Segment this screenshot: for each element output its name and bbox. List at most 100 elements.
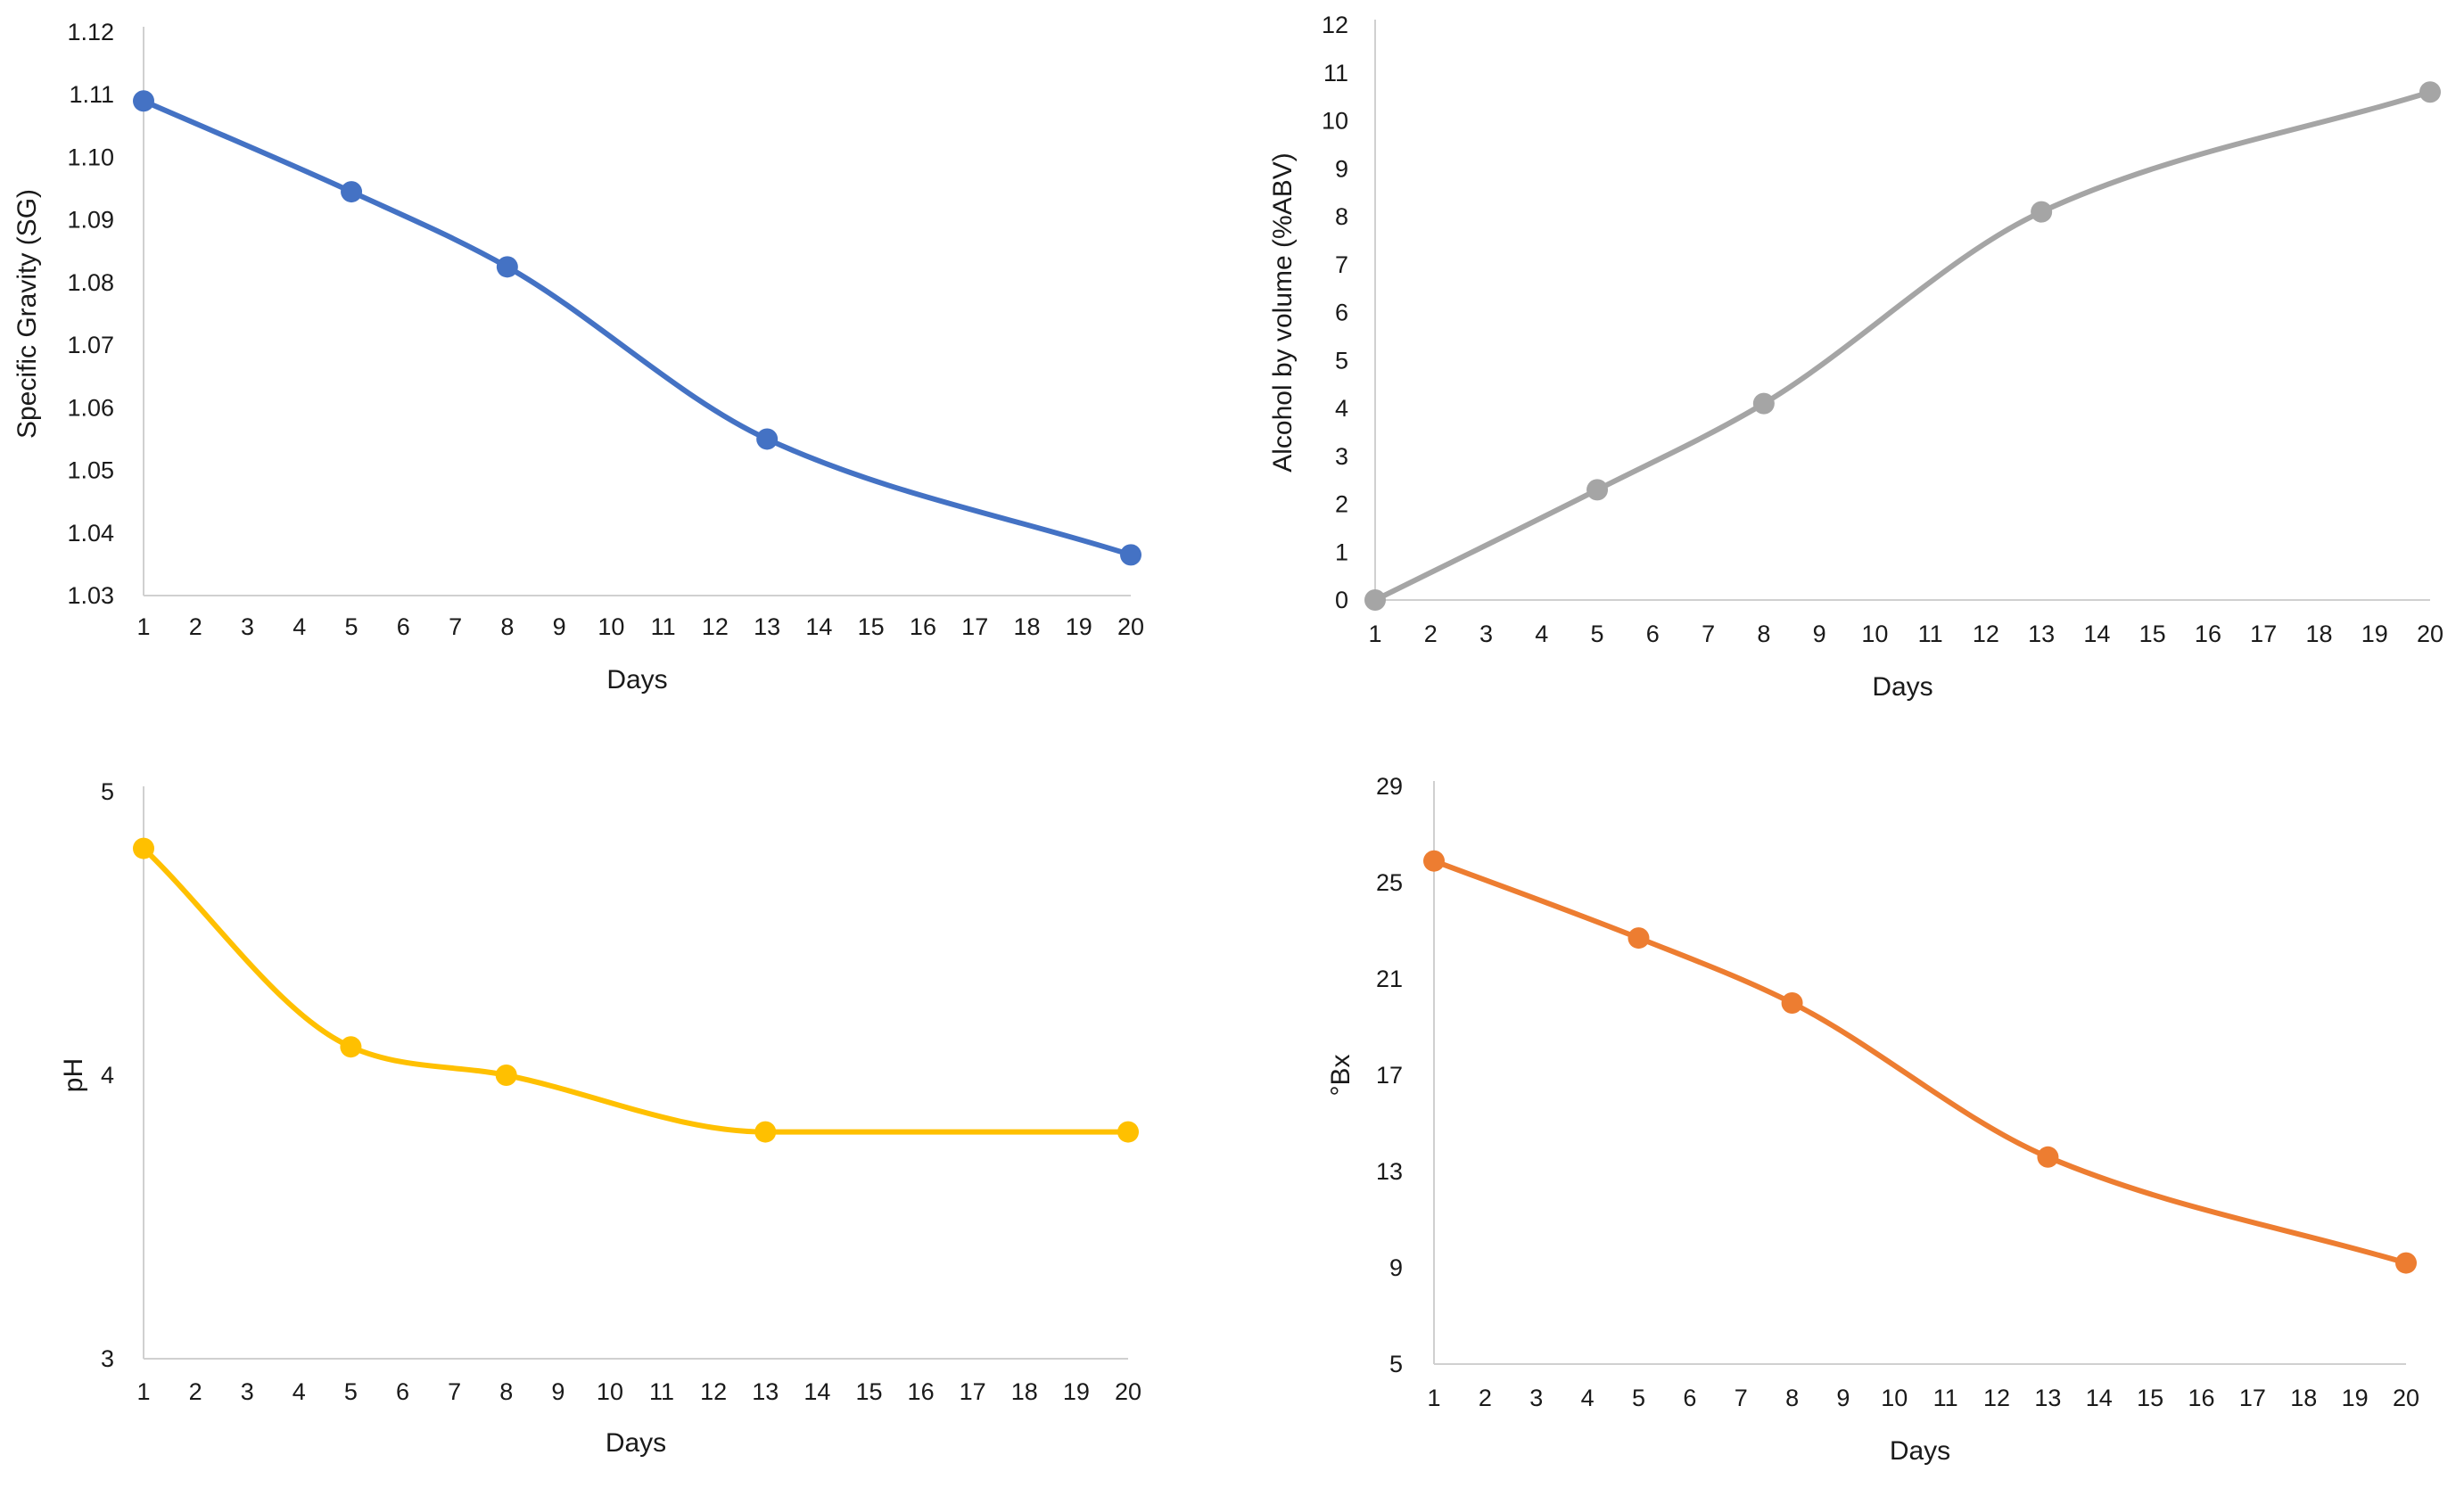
brix-x-tick-label: 7 [1735,1385,1748,1411]
ph-data-point-day-8 [495,1065,517,1086]
ph-x-tick-label: 7 [448,1378,461,1405]
ph-x-tick-label: 6 [396,1378,409,1405]
abv-y-tick-label: 3 [1335,443,1348,470]
abv-y-tick-label: 8 [1335,203,1348,230]
brix-y-tick-label: 13 [1376,1158,1403,1185]
sg-y-tick-label: 1.06 [67,394,114,421]
abv-x-tick-label: 5 [1591,621,1604,647]
sg-y-tick-label: 1.08 [67,269,114,296]
abv-y-tick-label: 4 [1335,395,1348,422]
abv-x-tick-label: 13 [2028,621,2055,647]
ph-x-tick-label: 1 [136,1378,150,1405]
sg-x-tick-label: 3 [241,613,254,640]
sg-y-tick-label: 1.09 [67,207,114,234]
sg-y-tick-label: 1.10 [67,144,114,170]
brix-y-axis-title: °Bx [1326,1054,1356,1096]
sg-x-tick-label: 8 [500,613,514,640]
brix-y-tick-label: 9 [1389,1254,1403,1281]
sg-x-tick-label: 14 [805,613,832,640]
brix-x-tick-label: 14 [2086,1385,2113,1411]
sg-x-tick-label: 13 [754,613,780,640]
sg-y-tick-label: 1.07 [67,332,114,358]
abv-y-tick-label: 12 [1322,12,1348,38]
sg-y-axis-title: Specific Gravity (SG) [12,189,42,439]
chart-sg: 1.03 1.04 1.05 1.06 1.07 1.08 1.09 1.10 1.11 1.12… [12,19,1144,695]
abv-y-tick-label: 2 [1335,491,1348,518]
brix-x-tick-label: 6 [1683,1385,1696,1411]
ph-x-tick-label: 14 [803,1378,830,1405]
sg-x-axis-title: Days [606,665,667,695]
sg-data-point-day-20 [1120,544,1141,566]
sg-x-tick-label: 5 [345,613,358,640]
brix-x-tick-label: 20 [2393,1385,2419,1411]
sg-x-tick-label: 7 [449,613,462,640]
abv-x-axis-title: Days [1872,672,1932,702]
sg-x-tick-label: 10 [597,613,624,640]
abv-y-tick-label: 11 [1323,60,1348,86]
abv-x-tick-label: 9 [1813,621,1826,647]
abv-x-tick-label: 11 [1918,621,1943,647]
sg-x-tick-label: 20 [1117,613,1144,640]
abv-x-tick-label: 3 [1479,621,1493,647]
brix-y-tick-label: 17 [1376,1062,1403,1089]
brix-x-tick-label: 11 [1933,1385,1958,1411]
abv-x-tick-label: 12 [1973,621,1999,647]
sg-y-tick-label: 1.05 [67,457,114,484]
abv-x-tick-label: 2 [1424,621,1438,647]
brix-data-point-day-1 [1423,850,1445,872]
sg-y-tick-label: 1.12 [67,19,114,45]
sg-x-tick-label: 16 [910,613,936,640]
abv-y-tick-label: 5 [1335,347,1348,374]
abv-y-tick-label: 7 [1335,251,1348,278]
brix-x-tick-label: 3 [1529,1385,1543,1411]
brix-series-line [1431,858,2409,1266]
sg-x-tick-label: 9 [553,613,566,640]
ph-x-tick-label: 16 [908,1378,935,1405]
ph-x-tick-label: 13 [752,1378,779,1405]
abv-y-tick-label: 10 [1322,108,1348,135]
abv-y-tick-label: 9 [1335,155,1348,182]
abv-data-point-day-20 [2419,81,2441,103]
abv-y-tick-label: 6 [1335,300,1348,326]
abv-data-point-day-5 [1586,479,1609,501]
abv-x-tick-label: 18 [2305,621,2332,647]
brix-data-point-day-13 [2037,1146,2059,1168]
abv-x-tick-label: 4 [1535,621,1548,647]
ph-data-point-day-20 [1117,1121,1139,1143]
sg-x-tick-label: 17 [961,613,988,640]
brix-x-tick-label: 16 [2188,1385,2215,1411]
ph-y-tick-label: 3 [101,1345,114,1372]
sg-x-tick-label: 19 [1066,613,1092,640]
sg-data-point-day-13 [756,428,779,450]
abv-x-tick-label: 7 [1702,621,1715,647]
brix-y-tick-label: 5 [1389,1351,1403,1377]
abv-data-point-day-1 [1364,589,1386,611]
brix-x-tick-label: 18 [2290,1385,2317,1411]
ph-x-tick-label: 10 [597,1378,623,1405]
ph-x-tick-label: 17 [960,1378,986,1405]
abv-x-tick-label: 17 [2250,621,2277,647]
brix-x-tick-label: 8 [1785,1385,1799,1411]
brix-x-tick-label: 13 [2034,1385,2061,1411]
ph-y-tick-label: 5 [101,778,114,805]
sg-data-point-day-1 [133,90,154,112]
ph-x-tick-label: 3 [241,1378,254,1405]
ph-data-point-day-13 [754,1121,777,1143]
sg-x-tick-label: 4 [293,613,306,640]
brix-x-tick-label: 17 [2239,1385,2266,1411]
ph-x-tick-label: 15 [855,1378,882,1405]
brix-x-tick-label: 1 [1427,1385,1440,1411]
sg-x-tick-label: 2 [189,613,202,640]
ph-data-point-day-1 [133,837,154,859]
brix-x-tick-label: 12 [1983,1385,2010,1411]
sg-x-tick-label: 6 [397,613,410,640]
abv-x-tick-label: 14 [2083,621,2110,647]
brix-x-tick-label: 9 [1836,1385,1850,1411]
brix-x-axis-title: Days [1890,1436,1950,1466]
ph-x-tick-label: 8 [499,1378,513,1405]
ph-x-tick-label: 9 [551,1378,564,1405]
brix-data-point-day-8 [1781,992,1803,1014]
